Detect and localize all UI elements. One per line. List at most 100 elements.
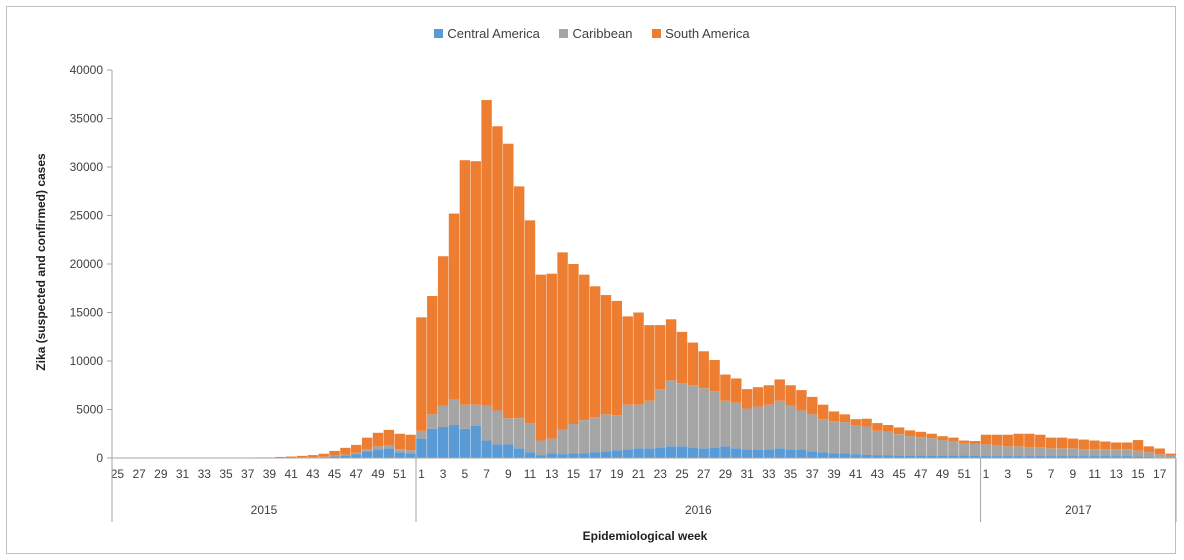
bar-segment	[709, 447, 720, 458]
bar-segment	[351, 454, 362, 458]
bar-segment	[872, 455, 883, 458]
bar-segment	[698, 351, 709, 389]
bar-segment	[459, 428, 471, 458]
bar-segment	[1013, 456, 1024, 458]
bar-segment	[1121, 456, 1133, 458]
bar-segment	[546, 438, 557, 454]
bar-segment	[774, 379, 785, 401]
y-tick-label: 30000	[70, 160, 104, 174]
bar-segment	[1035, 456, 1046, 458]
bar-segment	[1045, 448, 1057, 457]
x-tick-label: 23	[654, 467, 668, 481]
bar-segment	[437, 405, 449, 427]
x-tick-label: 21	[632, 467, 646, 481]
x-tick-label: 43	[871, 467, 885, 481]
x-tick-label: 3	[1004, 467, 1011, 481]
bar-segment	[959, 442, 970, 456]
bar-segment	[731, 378, 742, 403]
x-tick-label: 1	[983, 467, 990, 481]
bar-segment	[361, 451, 373, 458]
bar-segment	[687, 385, 699, 448]
x-tick-label: 33	[198, 467, 212, 481]
legend-swatch	[434, 29, 444, 38]
bar-segment	[676, 383, 688, 447]
bar-segment	[1035, 434, 1046, 448]
bar-segment	[1111, 449, 1122, 457]
bar-segment	[524, 452, 536, 458]
bar-segment	[622, 404, 633, 450]
bar-segment	[535, 274, 547, 441]
bar-segment	[991, 445, 1003, 457]
bar-segment	[872, 423, 883, 431]
legend-item-central-america: Central America	[434, 26, 540, 41]
x-tick-label: 41	[849, 467, 863, 481]
bar-segment	[644, 325, 655, 401]
x-tick-label: 5	[1026, 467, 1033, 481]
legend-label: Central America	[447, 26, 540, 41]
bar-segment	[665, 446, 677, 458]
bar-segment	[405, 453, 416, 458]
bar-segment	[980, 434, 992, 445]
x-tick-label: 43	[306, 467, 320, 481]
bar-segment	[600, 295, 612, 415]
bar-segment	[600, 451, 612, 458]
bar-segment	[557, 252, 568, 430]
bar-segment	[318, 453, 329, 457]
bar-segment	[763, 404, 775, 450]
bar-segment	[991, 434, 1003, 446]
bar-segment	[1154, 448, 1165, 455]
bar-segment	[785, 449, 796, 458]
bar-segment	[1067, 438, 1079, 449]
bar-segment	[676, 331, 688, 384]
bar-segment	[926, 433, 937, 439]
bar-segment	[1013, 446, 1024, 457]
x-tick-label: 37	[806, 467, 820, 481]
bar-segment	[470, 425, 481, 458]
x-tick-label: 7	[1048, 467, 1055, 481]
x-tick-label: 33	[762, 467, 776, 481]
x-tick-label: 31	[176, 467, 190, 481]
bar-segment	[807, 396, 818, 415]
bar-segment	[969, 455, 981, 458]
x-tick-label: 11	[1088, 467, 1101, 481]
x-tick-label: 51	[958, 467, 972, 481]
bar-segment	[893, 434, 905, 456]
bar-segment	[709, 391, 720, 448]
bar-segment	[589, 286, 601, 418]
bar-segment	[633, 404, 644, 449]
bar-segment	[1078, 439, 1089, 450]
bar-segment	[1165, 455, 1176, 458]
bar-segment	[503, 143, 514, 419]
bar-segment	[850, 454, 861, 458]
bar-segment	[796, 390, 807, 411]
bar-segment	[644, 400, 655, 449]
bar-segment	[416, 317, 427, 431]
bar-segment	[589, 417, 601, 453]
legend-label: South America	[665, 26, 750, 41]
bar-segment	[796, 449, 807, 458]
bar-segment	[513, 186, 525, 419]
y-tick-label: 35000	[70, 112, 104, 126]
bar-segment	[655, 447, 666, 458]
bar-segment	[416, 430, 427, 439]
bar-segment	[285, 456, 297, 458]
bar-segment	[720, 374, 731, 401]
bar-segment	[937, 455, 948, 458]
bar-segment	[904, 455, 916, 458]
bar-segment	[383, 448, 395, 458]
bar-segment	[980, 456, 992, 458]
bar-segment	[817, 419, 829, 453]
bar-segment	[351, 444, 362, 453]
bar-segment	[991, 456, 1003, 458]
x-tick-label: 35	[219, 467, 233, 481]
x-tick-label: 49	[371, 467, 385, 481]
bar-segment	[720, 446, 731, 458]
bar-segment	[1111, 456, 1122, 458]
bar-segment	[959, 440, 970, 443]
bar-segment	[329, 450, 340, 456]
bar-segment	[394, 449, 405, 453]
bar-segment	[872, 430, 883, 456]
bar-segment	[275, 456, 286, 458]
bar-segment	[893, 455, 905, 458]
bar-segment	[329, 456, 340, 458]
